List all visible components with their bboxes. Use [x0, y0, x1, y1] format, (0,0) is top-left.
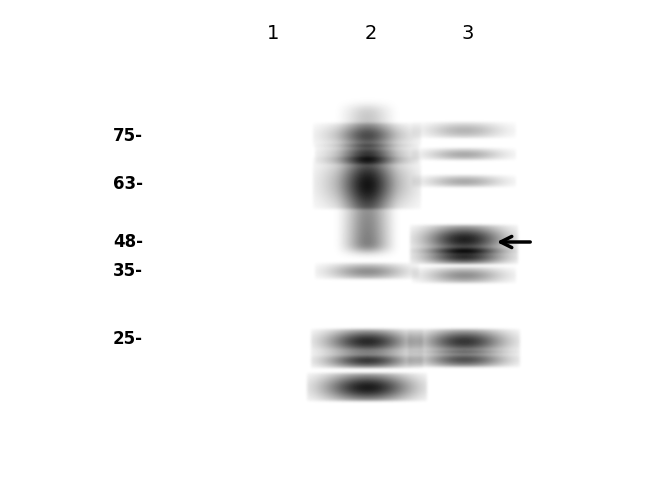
Text: 1: 1: [266, 24, 280, 44]
Text: 63-: 63-: [113, 175, 143, 193]
Text: 75-: 75-: [113, 126, 143, 145]
Text: 25-: 25-: [113, 330, 143, 348]
Text: 2: 2: [364, 24, 377, 44]
Text: 35-: 35-: [113, 262, 143, 280]
Text: 48-: 48-: [113, 233, 143, 251]
Text: 3: 3: [462, 24, 474, 44]
